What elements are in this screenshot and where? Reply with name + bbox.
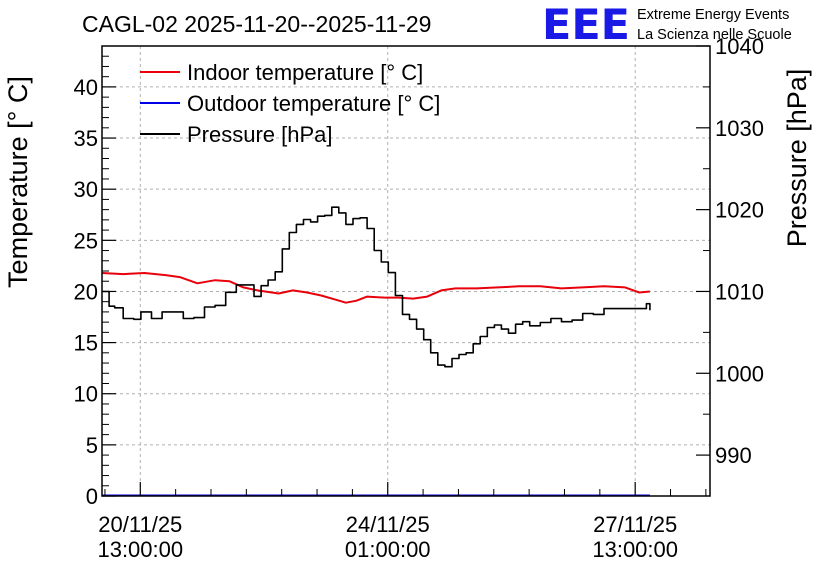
series-line-indoor [101,272,650,304]
y-axis-label: Temperature [° C] [3,76,33,288]
y2-tick-label: 1040 [715,34,764,59]
y-tick-label: 0 [86,484,98,509]
y-tick-label: 25 [74,228,98,253]
series-group [101,206,651,497]
y2-tick-label: 1030 [715,116,764,141]
y-tick-label: 15 [74,331,98,356]
y2-tick-label: 1000 [715,361,764,386]
y2-axis-label: Pressure [hPa] [782,69,812,248]
chart-title: CAGL-02 2025-11-20--2025-11-29 [82,11,431,37]
y-tick-label: 30 [74,177,98,202]
x-axis: 20/11/2513:00:0024/11/2501:00:0027/11/25… [97,482,707,562]
left-axis: 0 5 10 15 20 25 30 35 40 [74,45,116,509]
legend-label-indoor: Indoor temperature [° C] [187,60,423,85]
eee-logo: EEE [542,0,630,49]
y2-tick-label: 1020 [715,198,764,223]
series-line-pressure [102,206,651,368]
brand-logo: EEE Extreme Energy Events La Scienza nel… [542,0,792,49]
right-axis: 990 1000 1010 1020 1030 1040 [696,34,764,497]
y2-tick-label: 1010 [715,279,764,304]
x-tick-label-date: 24/11/25 [346,512,430,537]
legend: Indoor temperature [° C] Outdoor tempera… [140,60,440,147]
x-tick-label-date: 20/11/25 [98,512,182,537]
y-tick-label: 5 [86,433,98,458]
legend-label-pressure: Pressure [hPa] [187,122,333,147]
x-tick-label-date: 27/11/25 [593,512,677,537]
brand-line-2: La Scienza nelle Scuole [637,27,792,43]
x-tick-label-time: 13:00:00 [97,537,183,562]
y-tick-label: 20 [74,279,98,304]
x-tick-label-time: 01:00:00 [345,537,431,562]
y-tick-label: 40 [74,75,98,100]
legend-label-outdoor: Outdoor temperature [° C] [187,91,440,116]
y-tick-label: 10 [74,382,98,407]
y2-tick-label: 990 [715,443,752,468]
y-tick-label: 35 [74,126,98,151]
brand-line-1: Extreme Energy Events [637,7,789,23]
x-tick-label-time: 13:00:00 [592,537,678,562]
